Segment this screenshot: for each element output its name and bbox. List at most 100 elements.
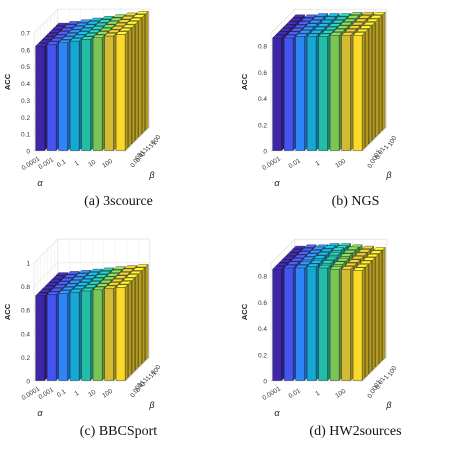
bar — [272, 34, 285, 152]
beta-tick-label: 1 — [145, 145, 153, 152]
z-tick-label: 0.2 — [258, 352, 267, 359]
caption-hw2sources: (d) HW2sources — [309, 424, 402, 439]
beta-tick-label: 1 — [383, 144, 391, 151]
beta-tick-label: 0.1 — [139, 146, 150, 158]
z-tick-label: 0.4 — [21, 81, 30, 88]
z-tick-label: 0.7 — [21, 31, 30, 38]
z-tick-label: 0 — [263, 149, 267, 156]
chart-panel-ngs: 0 0.2 0.4 0.6 0.8 ACC 0.0001 0.01 1 100 α 0.0001 0.0… — [237, 0, 474, 230]
alpha-tick-label: 10 — [87, 159, 97, 169]
beta-tick-label: 1 — [383, 374, 391, 381]
alpha-tick-label: 100 — [334, 388, 347, 400]
z-tick-label: 0.6 — [258, 70, 267, 77]
alpha-tick-label: 0.0001 — [261, 385, 282, 402]
bar — [306, 33, 320, 152]
z-tick-label: 0.3 — [21, 98, 30, 105]
bar — [104, 32, 117, 152]
alpha-axis-label: α — [37, 408, 43, 418]
z-tick-label: 0.6 — [21, 47, 30, 54]
alpha-tick-label: 1 — [73, 160, 80, 168]
bars — [35, 263, 149, 382]
caption-ngs: (b) NGS — [331, 194, 380, 209]
caption-bbcsport: (c) BBCSport — [79, 424, 158, 439]
z-axis-label: ACC — [3, 303, 12, 320]
z-tick-label: 0.8 — [258, 274, 267, 281]
z-tick-label: 0.8 — [258, 44, 267, 51]
bar — [58, 39, 71, 152]
alpha-axis: 0.0001 0.01 1 100 α — [261, 385, 347, 418]
alpha-axis: 0.0001 0.01 1 100 α — [261, 155, 347, 188]
bars — [35, 10, 149, 152]
z-tick-label: 0.8 — [21, 284, 30, 291]
alpha-tick-label: 1 — [314, 160, 321, 168]
beta-tick-label: 0.1 — [139, 376, 150, 388]
bar — [35, 292, 48, 382]
alpha-tick-label: 100 — [334, 158, 347, 170]
z-axis: 0 0.1 0.2 0.3 0.4 0.5 0.6 0.7 ACC — [3, 31, 30, 156]
alpha-axis-label: α — [37, 178, 43, 188]
chart-panel-3scource: 0 0.1 0.2 0.3 0.4 0.5 0.6 0.7 ACC 0.0001 0.001 0.1 1… — [0, 0, 237, 230]
bar — [283, 34, 297, 152]
bar — [81, 287, 94, 382]
bar — [35, 43, 48, 152]
beta-axis-label: β — [385, 400, 391, 410]
alpha-axis-label: α — [274, 408, 280, 418]
bar — [58, 290, 71, 382]
beta-axis-label: β — [385, 170, 391, 180]
beta-tick-label: 100 — [387, 135, 399, 148]
z-axis: 0 0.2 0.4 0.6 0.8 ACC — [240, 274, 267, 386]
alpha-tick-label: 10 — [87, 389, 97, 399]
bar — [329, 266, 343, 382]
beta-tick-label: 10 — [148, 139, 158, 149]
bar — [295, 33, 308, 152]
beta-axis-label: β — [148, 170, 154, 180]
alpha-tick-label: 0.001 — [37, 156, 55, 171]
bar — [306, 263, 320, 382]
bar — [46, 41, 60, 152]
z-axis-label: ACC — [240, 73, 249, 90]
z-tick-label: 0.6 — [258, 300, 267, 307]
bars — [272, 243, 386, 382]
alpha-tick-label: 0.001 — [37, 386, 55, 401]
z-tick-label: 0.4 — [21, 331, 30, 338]
alpha-tick-label: 0.01 — [287, 387, 302, 400]
beta-tick-label: 1 — [145, 375, 153, 382]
bar — [81, 36, 94, 152]
beta-tick-label: 10 — [148, 369, 158, 379]
z-axis-label: ACC — [240, 303, 249, 320]
alpha-tick-label: 0.1 — [56, 158, 68, 169]
alpha-tick-label: 0.0001 — [261, 155, 282, 172]
alpha-tick-label: 0.1 — [56, 388, 68, 399]
bar — [341, 32, 354, 152]
bar — [69, 37, 83, 152]
bar — [69, 289, 83, 382]
bar — [104, 285, 117, 382]
alpha-tick-label: 100 — [101, 388, 114, 400]
alpha-tick-label: 0.01 — [287, 157, 302, 170]
z-tick-label: 0.1 — [21, 132, 30, 139]
caption-3scource: (a) 3scource — [84, 194, 153, 209]
beta-tick-label: 100 — [151, 364, 163, 377]
alpha-tick-label: 1 — [73, 390, 80, 398]
z-axis: 0 0.2 0.4 0.6 0.8 ACC — [240, 44, 267, 156]
z-tick-label: 0 — [263, 379, 267, 386]
z-tick-label: 0.2 — [21, 355, 30, 362]
alpha-tick-label: 100 — [101, 158, 114, 170]
bar — [341, 266, 354, 382]
z-tick-label: 0 — [26, 379, 30, 386]
bar — [115, 31, 129, 152]
z-axis: 0 0.2 0.4 0.6 0.8 1 ACC — [3, 261, 30, 386]
z-axis-label: ACC — [3, 73, 12, 90]
bar — [92, 34, 106, 152]
bar — [318, 33, 331, 152]
z-tick-label: 0.2 — [258, 122, 267, 129]
bar — [92, 286, 106, 382]
z-tick-label: 0.4 — [258, 96, 267, 103]
z-tick-label: 0.6 — [21, 308, 30, 315]
beta-tick-label: 100 — [151, 134, 163, 147]
